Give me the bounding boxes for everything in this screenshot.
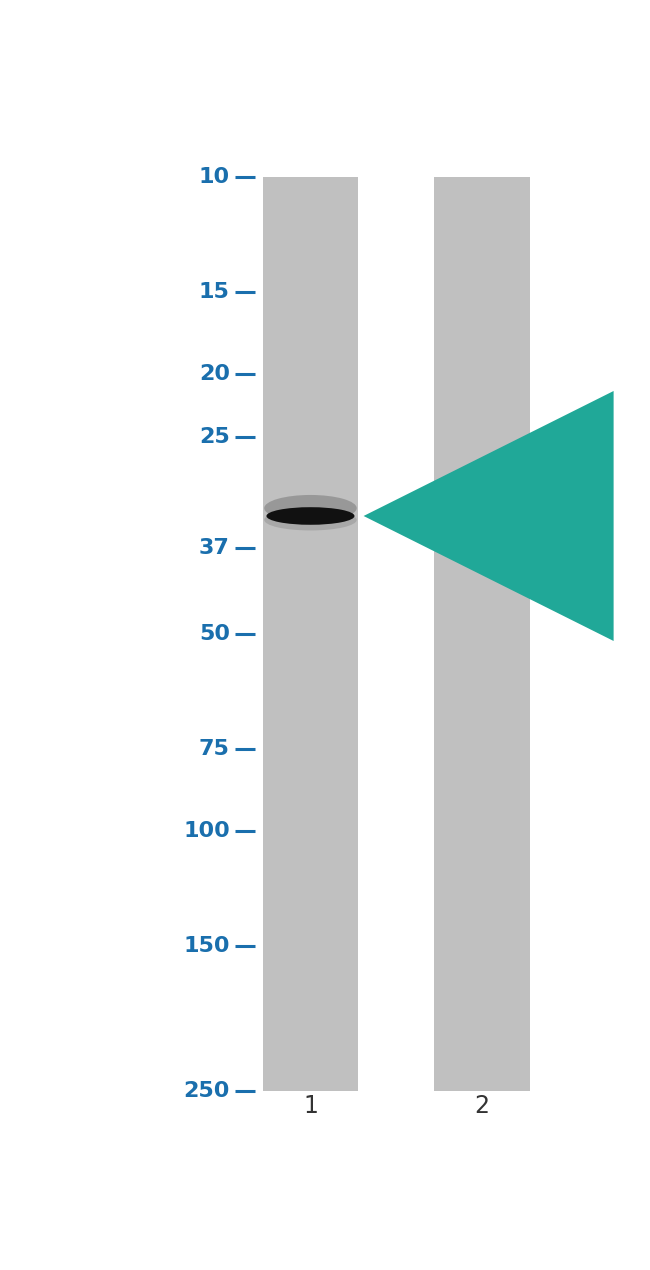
Text: 2: 2 <box>474 1093 489 1118</box>
Text: 150: 150 <box>183 936 230 956</box>
Text: 15: 15 <box>199 282 230 302</box>
Text: 50: 50 <box>199 624 230 644</box>
Bar <box>434 177 530 1091</box>
Text: 1: 1 <box>303 1093 318 1118</box>
Ellipse shape <box>266 507 354 525</box>
Text: 250: 250 <box>183 1081 230 1101</box>
Text: 37: 37 <box>199 538 230 559</box>
Ellipse shape <box>265 509 357 531</box>
Text: 75: 75 <box>199 739 230 759</box>
Text: 10: 10 <box>199 166 230 187</box>
Text: 100: 100 <box>183 820 230 841</box>
Ellipse shape <box>265 495 357 522</box>
Text: 25: 25 <box>199 427 230 447</box>
Text: 20: 20 <box>199 363 230 384</box>
Bar <box>263 177 358 1091</box>
